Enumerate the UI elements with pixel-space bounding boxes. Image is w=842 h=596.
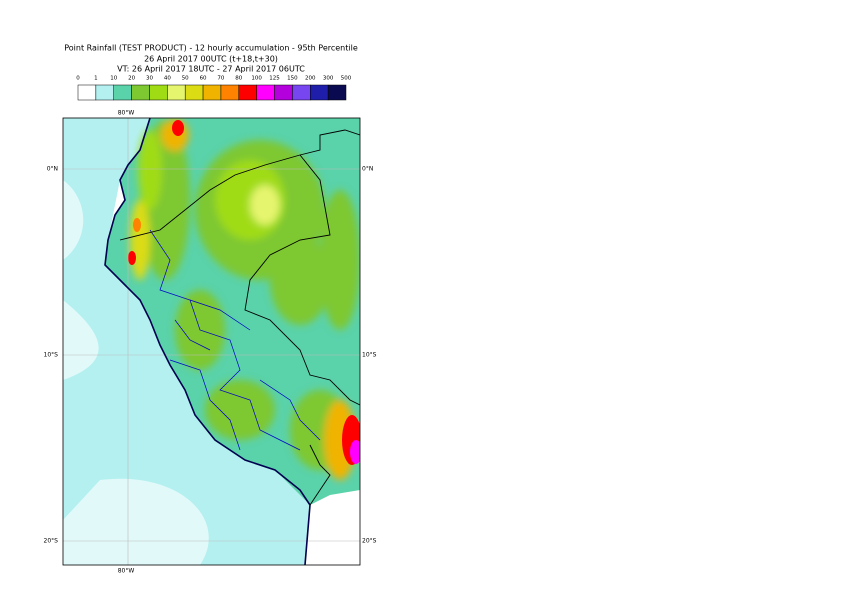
legend-label: 80: [235, 76, 242, 82]
legend-label: 40: [164, 76, 171, 82]
legend-label: 20: [128, 76, 135, 82]
legend-swatch: [327, 84, 347, 101]
legend-swatch: [113, 84, 132, 101]
lat-label: 0°N: [362, 166, 373, 173]
legend-label: 300: [323, 76, 334, 82]
legend-label: 150: [287, 76, 298, 82]
map-labels: 0°N 10°S 20°S 0°N 10°S 20°S 80°W 80°W: [44, 110, 377, 575]
legend-swatch: [77, 84, 97, 101]
lat-label: 10°S: [362, 352, 377, 359]
valid-time: VT: 26 April 2017 18UTC - 27 April 2017 …: [117, 65, 305, 74]
legend-label: 70: [217, 76, 224, 82]
legend-label: 50: [182, 76, 189, 82]
legend-swatch: [310, 84, 329, 101]
legend-label: 0: [76, 76, 80, 82]
legend-swatch: [95, 84, 114, 101]
legend-swatch: [131, 84, 150, 101]
legend-label: 30: [146, 76, 153, 82]
legend-label: 10: [110, 76, 117, 82]
legend-label: 200: [305, 76, 316, 82]
lon-label: 80°W: [118, 568, 135, 575]
legend-label: 500: [341, 76, 352, 82]
legend-label: 100: [251, 76, 262, 82]
legend-label: 60: [200, 76, 207, 82]
map: [63, 118, 360, 565]
lat-label: 10°S: [44, 352, 59, 359]
lon-label: 80°W: [118, 110, 135, 117]
legend-label: 125: [269, 76, 280, 82]
lat-label: 20°S: [362, 538, 377, 545]
run-time: 26 April 2017 00UTC (t+18,t+30): [144, 55, 278, 64]
legend-swatch: [220, 84, 240, 101]
lat-label: 0°N: [47, 166, 58, 173]
legend-label: 1: [94, 76, 98, 82]
legend-swatch: [238, 84, 257, 101]
legend-swatch: [256, 84, 275, 101]
legend-swatch: [292, 84, 311, 101]
map-frame: [62, 117, 361, 566]
legend-swatch: [167, 84, 186, 101]
legend-swatch: [184, 84, 204, 101]
legend: 0 1 10 20 30 40 50 60 70 80 100 125 150 200 300 500: [76, 76, 352, 101]
legend-swatch: [202, 84, 222, 101]
legend-swatch: [274, 84, 293, 101]
title: Point Rainfall (TEST PRODUCT) - 12 hourl…: [64, 44, 358, 53]
lat-label: 20°S: [44, 538, 59, 545]
legend-swatch: [149, 84, 168, 101]
